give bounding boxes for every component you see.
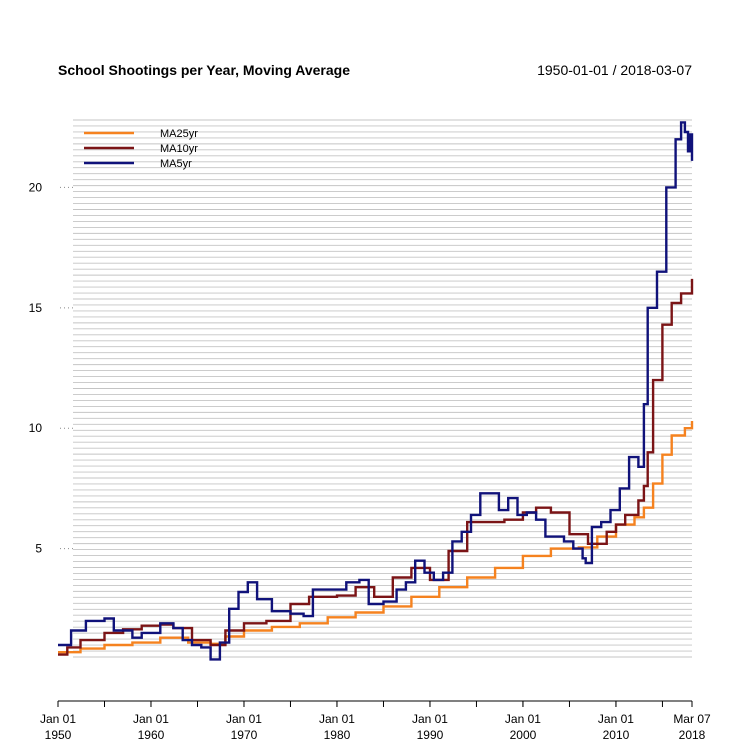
x-tick-year: 1990 bbox=[417, 728, 444, 742]
x-tick-year: 1950 bbox=[45, 728, 72, 742]
x-tick-label: Mar 07 bbox=[673, 712, 711, 726]
y-tick-label: 5 bbox=[35, 542, 42, 556]
x-tick-label: Jan 01 bbox=[133, 712, 169, 726]
chart-title: School Shootings per Year, Moving Averag… bbox=[58, 62, 350, 78]
x-axis: Jan 01 1950 Jan 01 1960 Jan 01 1970 Jan 01 1980… bbox=[40, 700, 711, 742]
x-tick-year: 2010 bbox=[603, 728, 630, 742]
x-tick-label: Jan 01 bbox=[319, 712, 355, 726]
y-tick-label: 15 bbox=[29, 301, 43, 315]
legend-label: MA25yr bbox=[160, 128, 198, 140]
date-range-label: 1950-01-01 / 2018-03-07 bbox=[537, 62, 692, 78]
x-tick-label: Jan 01 bbox=[226, 712, 262, 726]
x-tick-year: 1980 bbox=[324, 728, 351, 742]
legend-label: MA10yr bbox=[160, 143, 198, 155]
x-tick-year: 1970 bbox=[231, 728, 258, 742]
series-lines bbox=[58, 121, 694, 661]
x-tick-year: 1960 bbox=[138, 728, 165, 742]
legend-label: MA5yr bbox=[160, 158, 192, 170]
grid-lines bbox=[73, 119, 692, 658]
x-tick-label: Jan 01 bbox=[40, 712, 76, 726]
series-line-ma5yr bbox=[58, 121, 694, 661]
x-tick-label: Jan 01 bbox=[598, 712, 634, 726]
x-tick-year: 2018 bbox=[679, 728, 706, 742]
series-line-ma25yr bbox=[58, 421, 694, 654]
y-tick-label: 20 bbox=[29, 180, 43, 194]
x-tick-label: Jan 01 bbox=[505, 712, 541, 726]
legend: MA25yr MA10yr MA5yr bbox=[84, 128, 198, 170]
x-tick-year: 2000 bbox=[510, 728, 537, 742]
y-tick-label: 10 bbox=[29, 421, 43, 435]
y-axis-ticks: 5 10 15 20 bbox=[29, 180, 73, 556]
series-line-ma10yr bbox=[58, 278, 694, 656]
x-tick-label: Jan 01 bbox=[412, 712, 448, 726]
